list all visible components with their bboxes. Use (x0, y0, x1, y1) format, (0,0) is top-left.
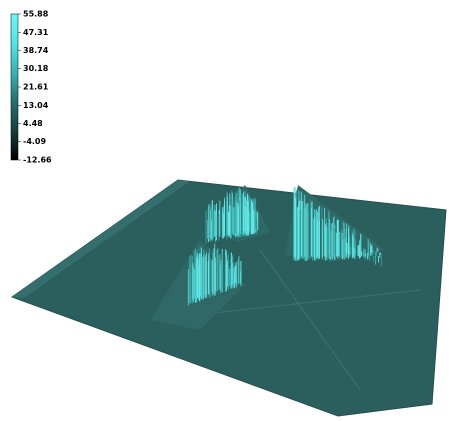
colorbar-tick-label: 38.74 (23, 46, 49, 55)
colorbar (11, 14, 18, 160)
colorbar-tick-label: -4.09 (23, 137, 46, 146)
colorbar-tick-label: 13.04 (23, 101, 49, 110)
colorbar-tick-label: 4.48 (23, 119, 43, 128)
surface-plot (12, 180, 446, 416)
colorbar-tick-label: 30.18 (23, 64, 49, 73)
colorbar-tick-label: -12.66 (23, 156, 52, 165)
colorbar-tick-label: 55.88 (23, 10, 49, 19)
chart: 55.88 47.31 38.74 30.18 21.61 13.04 4.48 -4.09 -… (0, 0, 449, 421)
colorbar-tick-label: 47.31 (23, 28, 49, 37)
colorbar-tick-label: 21.61 (23, 83, 49, 92)
